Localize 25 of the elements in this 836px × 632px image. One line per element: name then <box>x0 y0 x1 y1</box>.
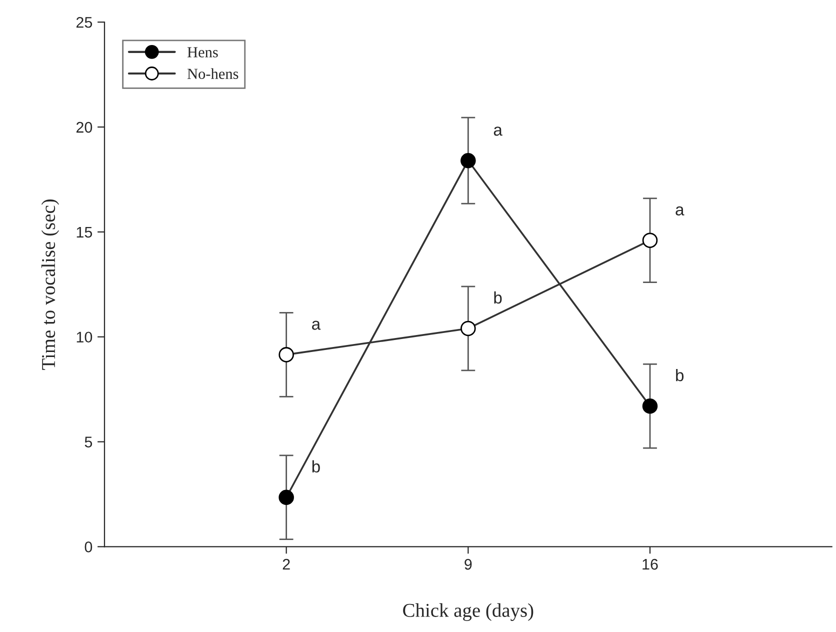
x-tick-label: 9 <box>464 558 472 570</box>
y-axis-title: Time to vocalise (sec) <box>41 199 60 370</box>
annotation: a <box>312 320 321 330</box>
point <box>642 398 658 414</box>
annotation: a <box>494 126 502 136</box>
annotation: b <box>312 460 320 473</box>
point <box>460 152 476 168</box>
y-tick-label: 0 <box>84 542 92 552</box>
y-tick-label: 20 <box>76 122 92 133</box>
legend-label: No-hens <box>187 68 238 79</box>
point <box>278 347 294 362</box>
annotation: b <box>494 291 502 304</box>
point <box>642 232 658 248</box>
legend-label: Hens <box>187 47 218 58</box>
y-tick-label: 25 <box>76 16 92 28</box>
point <box>460 320 476 336</box>
x-tick-label: 16 <box>642 558 658 570</box>
x-tick-label: 2 <box>282 558 290 570</box>
y-tick-label: 15 <box>76 226 92 238</box>
y-tick-label: 5 <box>84 436 92 448</box>
point <box>278 490 294 506</box>
y-tick-label: 10 <box>76 332 92 343</box>
x-axis-title: Chick age (days) <box>403 603 534 621</box>
annotation: a <box>676 206 684 216</box>
annotation: b <box>676 369 684 382</box>
